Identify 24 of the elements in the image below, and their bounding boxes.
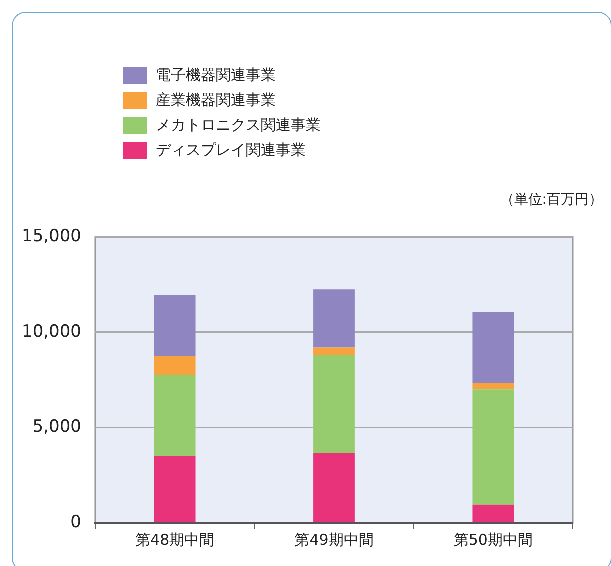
bar [314,348,355,356]
bar [472,312,514,383]
legend-label: 産業機器関連事業 [156,91,276,110]
bar [314,453,355,522]
legend-label: 電子機器関連事業 [156,66,276,85]
bar [472,504,514,522]
bar [472,390,514,505]
y-tick-label: 0 [70,512,82,532]
bar [154,456,196,522]
legend-label: ディスプレイ関連事業 [156,141,306,160]
x-tick-label: 第48期中間 [136,530,215,549]
x-tick-label: 第49期中間 [294,530,374,549]
text: （単位:百万円） [500,191,603,209]
bar [314,290,355,348]
bar [154,375,196,456]
y-tick-label: 5,000 [32,417,82,438]
x-tick-label: 第50期中間 [454,530,533,549]
bar [154,295,196,356]
y-tick-label: 15,000 [22,226,82,247]
bar [314,355,355,454]
bar [154,356,196,376]
legend-label: メカトロニクス関連事業 [156,116,321,135]
y-tick-label: 10,000 [22,322,82,342]
bar [472,382,514,390]
